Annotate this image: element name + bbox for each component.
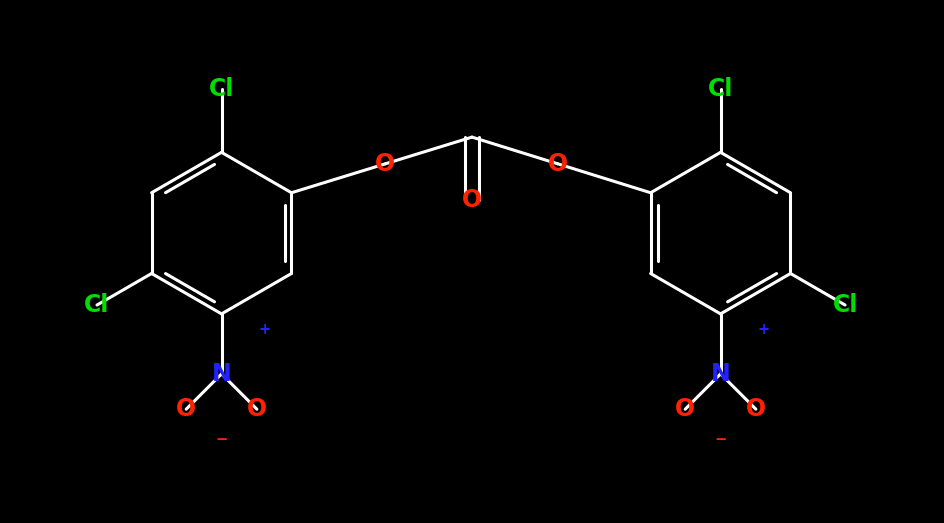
Text: O: O bbox=[548, 152, 567, 176]
Text: O: O bbox=[246, 397, 267, 421]
Text: Cl: Cl bbox=[209, 77, 234, 101]
Text: N: N bbox=[711, 362, 731, 386]
Text: O: O bbox=[462, 188, 482, 212]
Text: −: − bbox=[714, 432, 726, 447]
Text: Cl: Cl bbox=[708, 77, 733, 101]
Text: O: O bbox=[746, 397, 766, 421]
Text: +: + bbox=[258, 322, 270, 337]
Text: O: O bbox=[177, 397, 196, 421]
Text: Cl: Cl bbox=[833, 293, 858, 317]
Text: −: − bbox=[215, 432, 228, 447]
Text: +: + bbox=[757, 322, 769, 337]
Text: Cl: Cl bbox=[84, 293, 110, 317]
Text: N: N bbox=[211, 362, 231, 386]
Text: O: O bbox=[376, 152, 396, 176]
Text: O: O bbox=[675, 397, 696, 421]
